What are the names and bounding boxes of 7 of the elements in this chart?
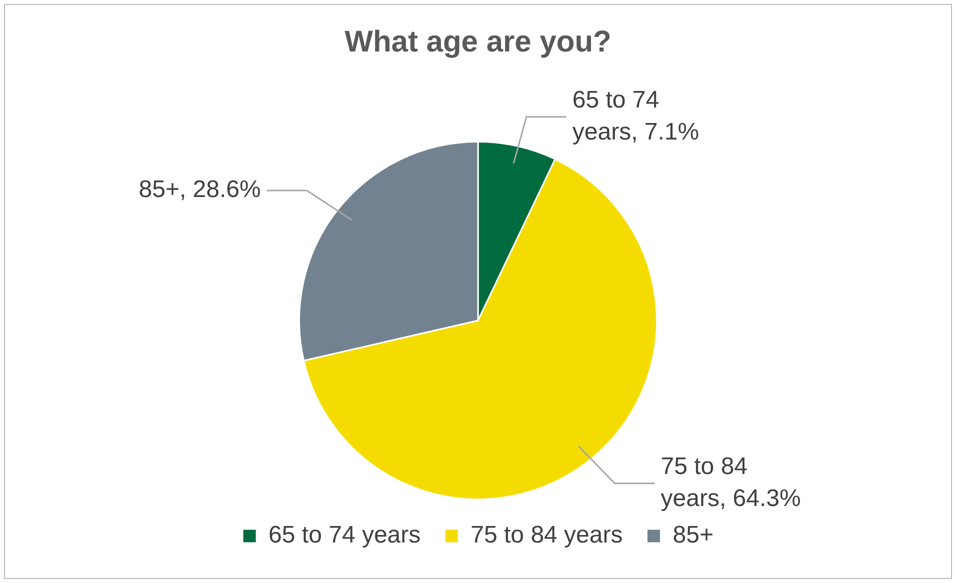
data-label: 65 to 74 years, 7.1%: [572, 86, 700, 146]
chart-title: What age are you?: [344, 25, 612, 58]
data-label: 75 to 84 years, 64.3%: [660, 453, 801, 512]
data-label: 85+, 28.6%: [138, 176, 261, 204]
legend-label: 65 to 74 years: [268, 522, 421, 549]
legend-label: 75 to 84 years: [470, 522, 623, 549]
legend-label: 85+: [672, 522, 714, 549]
